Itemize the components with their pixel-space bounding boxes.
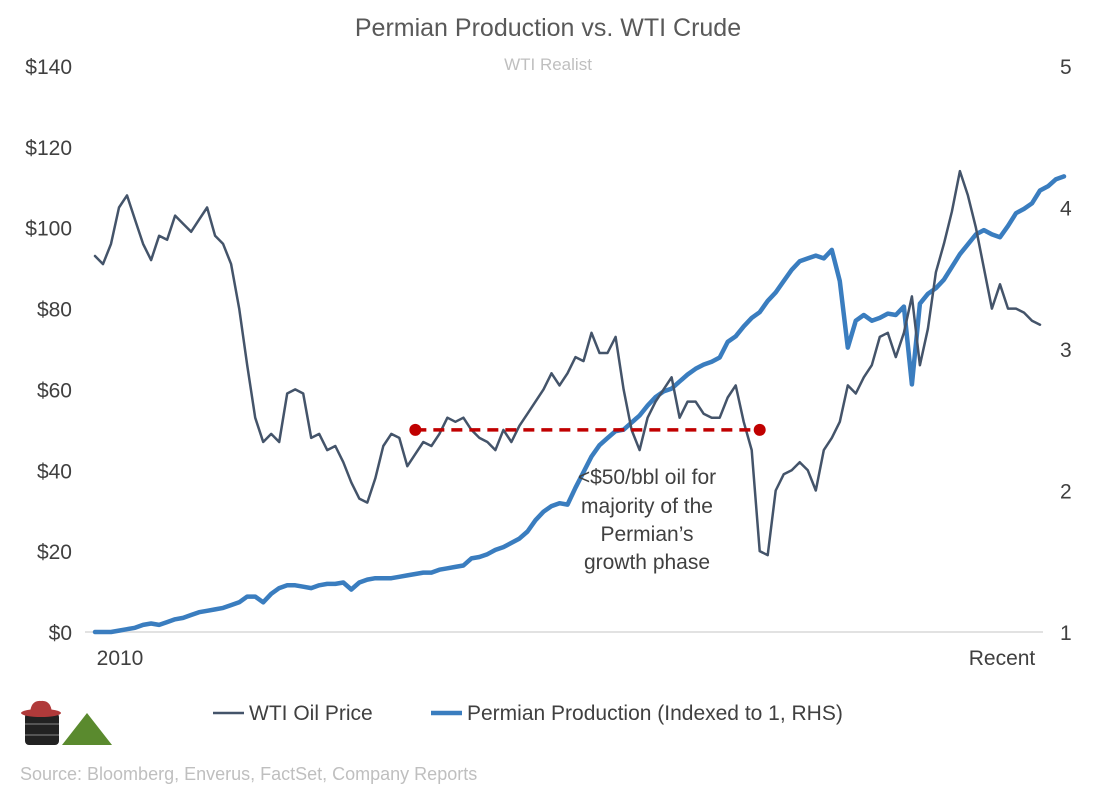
annotation-line-3: Permian’s bbox=[601, 523, 694, 546]
x-tick-start: 2010 bbox=[97, 647, 144, 670]
left-tick-label-100: $100 bbox=[25, 218, 72, 241]
legend-label-wti: WTI Oil Price bbox=[249, 702, 373, 725]
series-line-wti bbox=[93, 169, 1042, 557]
left-tick-label-120: $120 bbox=[25, 137, 72, 160]
series-layer bbox=[92, 169, 1067, 635]
chart-subtitle: WTI Realist bbox=[504, 55, 592, 74]
annotation-line-4: growth phase bbox=[584, 551, 710, 574]
right-tick-label-5: 5 bbox=[1060, 56, 1072, 79]
left-tick-label-20: $20 bbox=[37, 541, 72, 564]
legend: WTI Oil Price Permian Production (Indexe… bbox=[213, 702, 843, 725]
left-tick-label-80: $80 bbox=[37, 299, 72, 322]
left-axis-ticks: $0 $20 $40 $60 $80 $100 $120 $140 bbox=[25, 56, 72, 645]
source-note: Source: Bloomberg, Enverus, FactSet, Com… bbox=[20, 764, 477, 784]
right-tick-label-3: 3 bbox=[1060, 339, 1072, 362]
left-tick-label-60: $60 bbox=[37, 379, 72, 402]
left-tick-label-140: $140 bbox=[25, 56, 72, 79]
threshold-marker-start bbox=[409, 423, 422, 436]
left-tick-label-0: $0 bbox=[49, 622, 72, 645]
x-tick-end: Recent bbox=[969, 647, 1036, 670]
right-tick-label-4: 4 bbox=[1060, 198, 1072, 221]
left-tick-label-40: $40 bbox=[37, 460, 72, 483]
right-tick-label-1: 1 bbox=[1060, 622, 1072, 645]
chart-title: Permian Production vs. WTI Crude bbox=[355, 14, 741, 42]
right-axis-ticks: 1 2 3 4 5 bbox=[1060, 56, 1072, 645]
series-line-permian bbox=[92, 174, 1067, 635]
cowboy-barrel-logo-icon bbox=[21, 700, 112, 745]
threshold-layer bbox=[409, 423, 766, 436]
legend-label-permian: Permian Production (Indexed to 1, RHS) bbox=[467, 702, 843, 725]
annotation-line-2: majority of the bbox=[581, 495, 713, 518]
annotation-line-1: <$50/bbl oil for bbox=[578, 466, 716, 489]
threshold-marker-end bbox=[753, 423, 766, 436]
right-tick-label-2: 2 bbox=[1060, 481, 1072, 504]
